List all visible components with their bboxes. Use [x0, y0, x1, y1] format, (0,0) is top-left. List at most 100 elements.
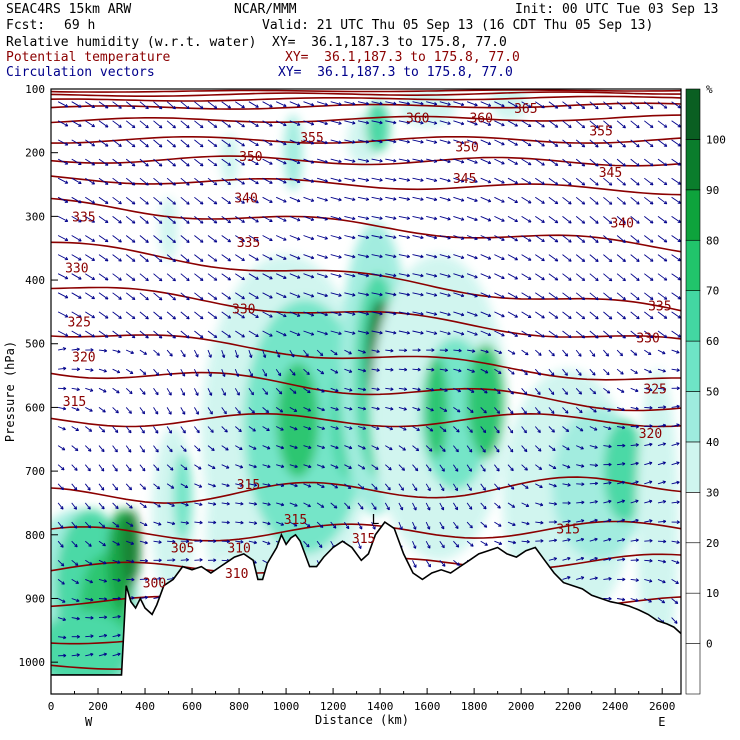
wind-vector: [385, 101, 397, 105]
wind-vector-head: [447, 121, 451, 125]
rh-cell: [159, 197, 178, 261]
wind-vector: [330, 406, 339, 411]
wind-vector-head: [568, 315, 572, 320]
wind-vector-head: [195, 373, 199, 377]
wind-vector-head: [283, 256, 287, 260]
wind-vector-head: [212, 502, 217, 506]
wind-vector-head: [406, 101, 410, 106]
wind-vector: [276, 196, 287, 203]
wind-vector-head: [145, 220, 149, 224]
wind-vector: [153, 158, 163, 167]
wind-vector: [234, 349, 239, 358]
wind-vector-head: [210, 429, 214, 433]
wind-vector-head: [296, 103, 301, 107]
wind-vector-head: [335, 388, 339, 393]
wind-vector-head: [310, 332, 315, 336]
wind-vector: [207, 464, 216, 469]
wind-vector: [98, 196, 109, 204]
wind-vector-head: [209, 411, 213, 415]
wind-vector-head: [269, 180, 273, 184]
wind-vector: [207, 120, 218, 128]
wind-vector: [235, 445, 243, 450]
wind-vector-head: [541, 200, 545, 204]
wind-vector: [303, 101, 314, 106]
theta-label: 350: [239, 150, 262, 165]
theta-label: 320: [72, 350, 95, 365]
wind-vector: [139, 368, 147, 375]
wind-vector-head: [116, 389, 120, 394]
wind-vector-head: [198, 484, 203, 488]
wind-vector-head: [349, 407, 353, 411]
wind-vector-head: [91, 257, 95, 261]
wind-vector-head: [186, 105, 190, 110]
wind-vector: [657, 139, 668, 147]
wind-vector: [235, 101, 245, 109]
wind-vector-head: [63, 653, 67, 658]
colorbar-label: 100: [706, 133, 726, 146]
wind-vector-head: [553, 538, 558, 543]
wind-vector: [98, 464, 105, 472]
wind-vector-head: [525, 503, 530, 507]
wind-vector-head: [100, 468, 105, 472]
wind-vector-head: [594, 500, 598, 504]
wind-vector-head: [608, 537, 612, 542]
wind-vector: [262, 196, 273, 203]
wind-vector-head: [172, 335, 176, 339]
wind-vector-head: [104, 257, 109, 262]
wind-vector: [630, 444, 639, 447]
wind-vector: [548, 254, 559, 262]
wind-vector-head: [131, 334, 136, 339]
wind-vector-head: [433, 159, 438, 163]
wind-vector: [617, 463, 626, 466]
wind-vector-head: [145, 258, 149, 263]
wind-vector: [657, 120, 668, 128]
wind-vector: [644, 349, 652, 355]
wind-vector-head: [649, 406, 653, 410]
wind-vector: [316, 101, 328, 106]
wind-vector: [344, 273, 356, 277]
theta-label: 335: [237, 236, 260, 251]
wind-vector: [289, 464, 298, 468]
wind-vector-head: [294, 503, 298, 507]
theta-contour: [51, 371, 681, 412]
wind-vector-head: [362, 446, 366, 450]
wind-vector-head: [338, 178, 342, 183]
wind-vector: [466, 177, 478, 183]
wind-vector-head: [89, 408, 93, 412]
wind-vector-head: [89, 561, 93, 566]
wind-vector: [166, 388, 172, 396]
wind-vector-head: [283, 218, 287, 222]
wind-vector: [166, 368, 172, 377]
wind-vector: [166, 273, 176, 282]
wind-vector: [521, 292, 532, 299]
y-tick-label: 900: [25, 592, 45, 605]
wind-vector: [480, 445, 486, 453]
wind-vector-head: [131, 182, 136, 186]
wind-vector: [398, 196, 410, 200]
wind-vector-head: [365, 120, 370, 125]
wind-vector-head: [117, 560, 121, 564]
wind-vector-head: [352, 331, 356, 335]
wind-vector: [98, 235, 109, 243]
wind-vector: [507, 540, 516, 544]
wind-vector-head: [199, 201, 204, 205]
wind-vector: [98, 120, 109, 128]
wind-vector-head: [104, 181, 109, 185]
wind-vector: [330, 158, 342, 163]
wind-vector-head: [676, 404, 680, 409]
wind-vector-head: [198, 466, 202, 470]
wind-vector-head: [540, 539, 544, 543]
wind-vector: [57, 559, 65, 567]
wind-vector: [439, 483, 445, 492]
wind-vector: [139, 196, 149, 205]
wind-vector: [412, 139, 424, 143]
wind-vector-head: [324, 293, 328, 298]
wind-vector-head: [62, 406, 67, 411]
wind-vector: [616, 500, 625, 504]
wind-vector: [439, 273, 451, 278]
wind-vector-head: [460, 312, 465, 317]
wind-vector: [494, 120, 505, 127]
wind-vector-head: [568, 277, 572, 281]
wind-vector: [371, 273, 383, 277]
wind-vector-head: [469, 429, 473, 433]
